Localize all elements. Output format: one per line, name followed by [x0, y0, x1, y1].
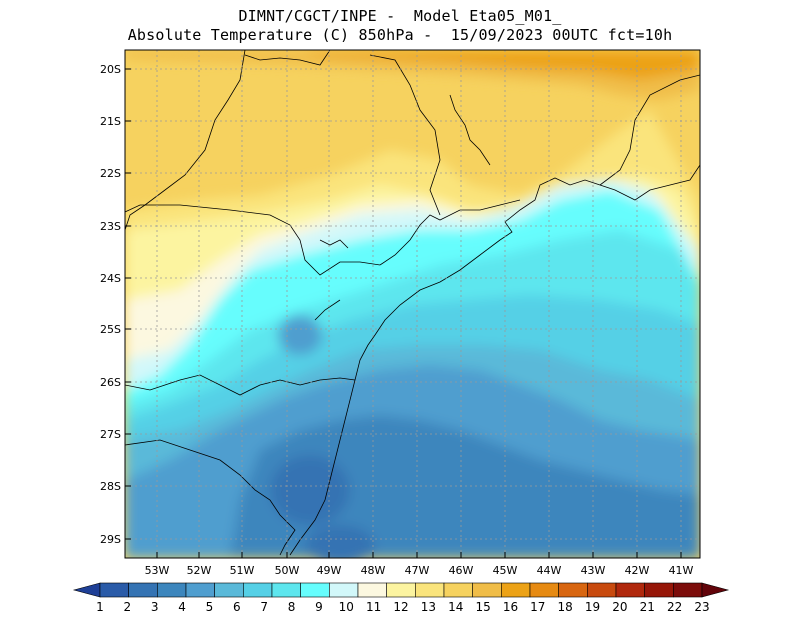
lon-label: 42W	[625, 564, 650, 577]
colorbar-label: 18	[558, 600, 573, 614]
lat-label: 22S	[100, 167, 121, 180]
colorbar-label: 19	[585, 600, 600, 614]
colorbar-swatch	[673, 582, 703, 598]
colorbar-label: 15	[475, 600, 490, 614]
colorbar-label: 20	[612, 600, 627, 614]
colorbar-swatch	[443, 582, 473, 598]
colorbar-arrow-low	[72, 582, 101, 598]
colorbar-label: 7	[260, 600, 268, 614]
colorbar-swatch	[329, 582, 359, 598]
lon-label: 52W	[187, 564, 212, 577]
colorbar-label: 14	[448, 600, 463, 614]
colorbar-swatch	[415, 582, 445, 598]
lat-label: 25S	[100, 323, 121, 336]
lon-label: 53W	[145, 564, 170, 577]
colorbar-swatch	[214, 582, 244, 598]
colorbar: 1 2 3 4 5 6 7 8 9 10 11 12 13 14 15 16 17 18 19 20 21 22 23	[72, 582, 730, 614]
lat-label: 24S	[100, 272, 121, 285]
colorbar-label: 9	[315, 600, 323, 614]
colorbar-swatch	[157, 582, 187, 598]
lon-label: 48W	[361, 564, 386, 577]
colorbar-swatch	[615, 582, 645, 598]
colorbar-swatch	[386, 582, 416, 598]
colorbar-swatch	[529, 582, 559, 598]
colorbar-swatch	[587, 582, 617, 598]
lon-label: 44W	[537, 564, 562, 577]
lon-label: 51W	[230, 564, 255, 577]
colorbar-label: 23	[694, 600, 709, 614]
colorbar-swatch	[472, 582, 502, 598]
colorbar-label: 17	[530, 600, 545, 614]
grid-lines	[125, 50, 700, 558]
lon-label: 46W	[449, 564, 474, 577]
lat-label: 23S	[100, 220, 121, 233]
lon-label: 50W	[275, 564, 300, 577]
lat-labels: 20S 21S 22S 23S 24S 25S 26S 27S 28S 29S	[100, 63, 121, 546]
colorbar-swatch	[99, 582, 129, 598]
lon-label: 45W	[493, 564, 518, 577]
colorbar-swatch	[644, 582, 674, 598]
title-line-1: DIMNT/CGCT/INPE - Model Eta05_M01_	[238, 7, 562, 25]
lon-labels: 53W 52W 51W 50W 49W 48W 47W 46W 45W 44W …	[145, 564, 694, 577]
colorbar-swatch	[300, 582, 330, 598]
axis-ticks	[125, 68, 682, 558]
colorbar-swatch	[128, 582, 158, 598]
colorbar-label: 1	[96, 600, 104, 614]
colorbar-label: 5	[206, 600, 214, 614]
colorbar-swatch	[558, 582, 588, 598]
colorbar-label: 12	[393, 600, 408, 614]
lat-label: 21S	[100, 115, 121, 128]
colorbar-label: 4	[178, 600, 186, 614]
colorbar-label: 21	[640, 600, 655, 614]
coastline-and-borders	[125, 50, 700, 556]
lat-label: 27S	[100, 428, 121, 441]
temperature-field	[125, 50, 700, 558]
colorbar-swatch	[185, 582, 215, 598]
lon-label: 43W	[581, 564, 606, 577]
colorbar-label: 2	[124, 600, 132, 614]
colorbar-label: 16	[503, 600, 518, 614]
colorbar-label: 3	[151, 600, 159, 614]
colorbar-label: 11	[366, 600, 381, 614]
colorbar-label: 10	[339, 600, 354, 614]
lon-label: 47W	[405, 564, 430, 577]
colorbar-label: 13	[421, 600, 436, 614]
colorbar-swatch	[271, 582, 301, 598]
title-line-2: Absolute Temperature (C) 850hPa - 15/09/…	[127, 26, 673, 44]
lon-label: 49W	[317, 564, 342, 577]
colorbar-swatch	[243, 582, 273, 598]
lat-label: 26S	[100, 376, 121, 389]
lat-label: 29S	[100, 533, 121, 546]
colorbar-label: 22	[667, 600, 682, 614]
map-frame	[124, 49, 701, 559]
colorbar-label: 8	[288, 600, 296, 614]
colorbar-arrow-high	[701, 582, 730, 598]
colorbar-label: 6	[233, 600, 241, 614]
colorbar-swatch	[357, 582, 387, 598]
lat-label: 28S	[100, 480, 121, 493]
lat-label: 20S	[100, 63, 121, 76]
lon-label: 41W	[669, 564, 694, 577]
colorbar-swatch	[501, 582, 531, 598]
